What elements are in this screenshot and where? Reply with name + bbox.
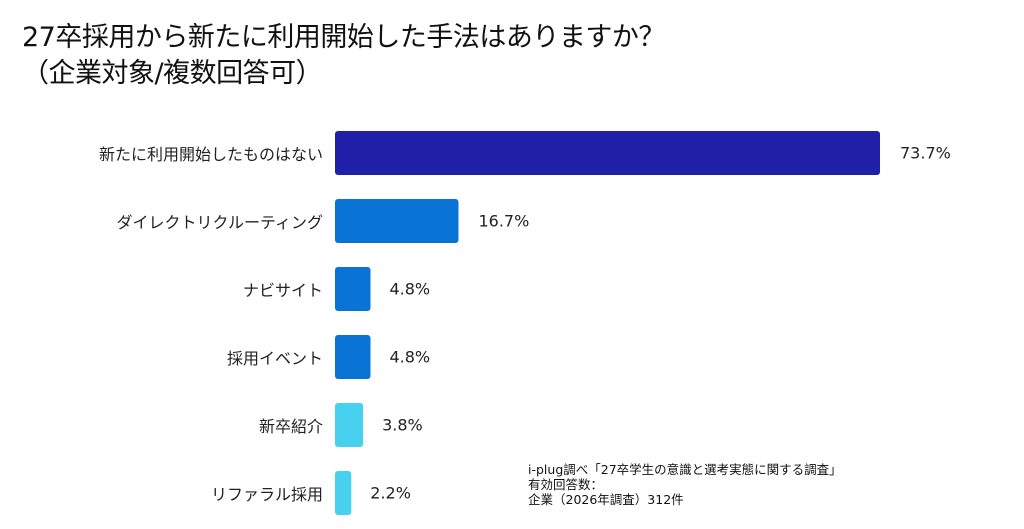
value-label: 3.8% [382,415,423,435]
chart-title: 27卒採用から新たに利用開始した手法はありますか？ （企業対象/複数回答可） [22,20,665,92]
source-line: i-plug調べ「27卒学生の意識と選考実態に関する調査」 [528,462,842,477]
subtitle-line: （企業対象/複数回答可） [22,58,323,89]
value-label: 4.8% [389,279,431,299]
bar [335,267,371,311]
bar [335,471,352,515]
source-note: i-plug調べ「27卒学生の意識と選考実態に関する調査」 有効回答数： 企業（… [528,462,842,507]
bar [335,335,371,379]
bar [335,131,880,175]
respondents-label: 有効回答数： [528,477,604,492]
category-label: 採用イベント [226,349,323,368]
value-label: 4.8% [389,347,431,367]
category-label: リファラル採用 [210,485,323,504]
respondents-count: 企業（2026年調査）312件 [528,492,684,507]
bar [335,199,459,243]
value-label: 2.2% [370,483,411,503]
category-label: ナビサイト [242,281,323,300]
category-label: ダイレクトリクルーティング [116,213,323,232]
category-label: 新卒紹介 [258,417,323,436]
value-label: 16.7% [478,211,530,231]
title-line: 27卒採用から新たに利用開始した手法はありますか？ [22,22,665,53]
category-label: 新たに利用開始したものはない [98,145,323,164]
bar [335,403,364,447]
value-label: 73.7% [900,143,951,163]
